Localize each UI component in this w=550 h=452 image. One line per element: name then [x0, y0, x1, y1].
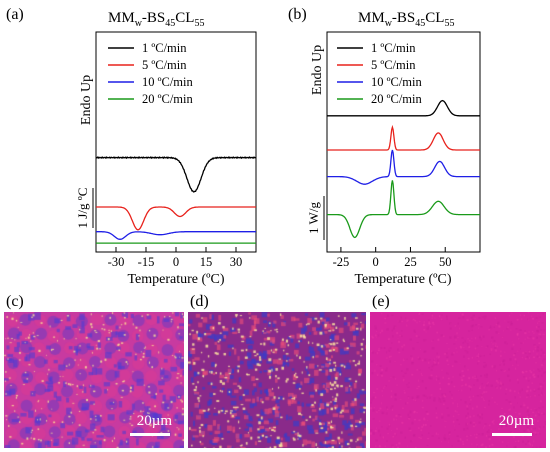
panel-b-legend: 1 ºC/min 5 ºC/min 10 ºC/min 20 ºC/min: [337, 41, 423, 106]
x-tick-label-1: -15: [138, 255, 155, 269]
series-line-2: [96, 231, 256, 240]
micrograph-e-image: [370, 312, 546, 448]
legend-label-3: 20 ºC/min: [142, 92, 194, 106]
legend-label-2: 10 ºC/min: [371, 75, 423, 89]
panel-b-curves: [327, 99, 480, 239]
panel-a-scale-label: 1 J/g ºC: [75, 188, 90, 229]
panel-b-ticks: -25 0 25 50: [333, 247, 452, 269]
panel-a-curves: [95, 156, 256, 244]
micrograph-c-image: [4, 312, 184, 448]
legend-label-3: 20 ºC/min: [371, 92, 423, 106]
panel-e-label: (e): [372, 293, 390, 310]
series-line-2: [327, 149, 480, 185]
x-tick-label-4: 30: [230, 255, 243, 269]
panel-a-legend: 1 ºC/min 5 ºC/min 10 ºC/min 20 ºC/min: [108, 41, 194, 106]
legend-label-0: 1 ºC/min: [371, 41, 416, 55]
panel-a-title: MMw-BS45CL55: [108, 10, 204, 29]
x-tick-label-2: 25: [404, 255, 417, 269]
panel-b-title: MMw-BS45CL55: [358, 10, 454, 29]
panel-a-yaxis-label: Endo Up: [79, 75, 94, 125]
legend-label-0: 1 ºC/min: [142, 41, 187, 55]
series-line-1: [96, 206, 256, 231]
x-tick-label-0: -30: [108, 255, 125, 269]
panel-a-ticks: -30 -15 0 15 30: [108, 247, 243, 269]
micrograph-e: 20µm: [370, 312, 546, 448]
x-tick-label-1: 0: [373, 255, 379, 269]
panel-b-frame: [326, 31, 481, 253]
micrograph-c-scale-label: 20µm: [136, 413, 172, 429]
panel-d-label: (d): [190, 293, 209, 310]
legend-label-1: 5 ºC/min: [142, 58, 187, 72]
panel-b-xaxis-label: Temperature (ºC): [354, 272, 451, 287]
micrograph-e-scale-label: 20µm: [498, 413, 534, 429]
micrograph-d-image: [188, 312, 366, 448]
panel-b-scale-label: 1 W/g: [306, 202, 321, 234]
x-tick-label-2: 0: [173, 255, 179, 269]
panel-b-label: (b): [288, 6, 307, 23]
panel-b-yaxis-label: Endo Up: [310, 45, 325, 95]
x-tick-label-3: 50: [439, 255, 452, 269]
panel-a: (a) MMw-BS45CL55 Endo Up 1 J/g ºC 1 ºC/m…: [6, 6, 257, 287]
micrograph-c-scale-bar: [130, 433, 170, 436]
series-line-3: [327, 180, 480, 239]
micrograph-d: [188, 312, 366, 448]
x-tick-label-3: 15: [200, 255, 213, 269]
panel-a-label: (a): [6, 6, 24, 23]
panel-c-label: (c): [6, 293, 24, 310]
micrograph-c: 20µm: [4, 312, 184, 448]
legend-label-1: 5 ºC/min: [371, 58, 416, 72]
series-line-0: [327, 99, 480, 117]
micrograph-e-scale-bar: [492, 433, 532, 436]
series-line-1: [327, 124, 480, 151]
x-tick-label-0: -25: [333, 255, 350, 269]
series-line-0: [95, 156, 256, 193]
panel-b: (b) MMw-BS45CL55 Endo Up 1 W/g 1 ºC/min 5…: [288, 6, 481, 287]
legend-label-2: 10 ºC/min: [142, 75, 194, 89]
panel-a-xaxis-label: Temperature (ºC): [127, 272, 224, 287]
